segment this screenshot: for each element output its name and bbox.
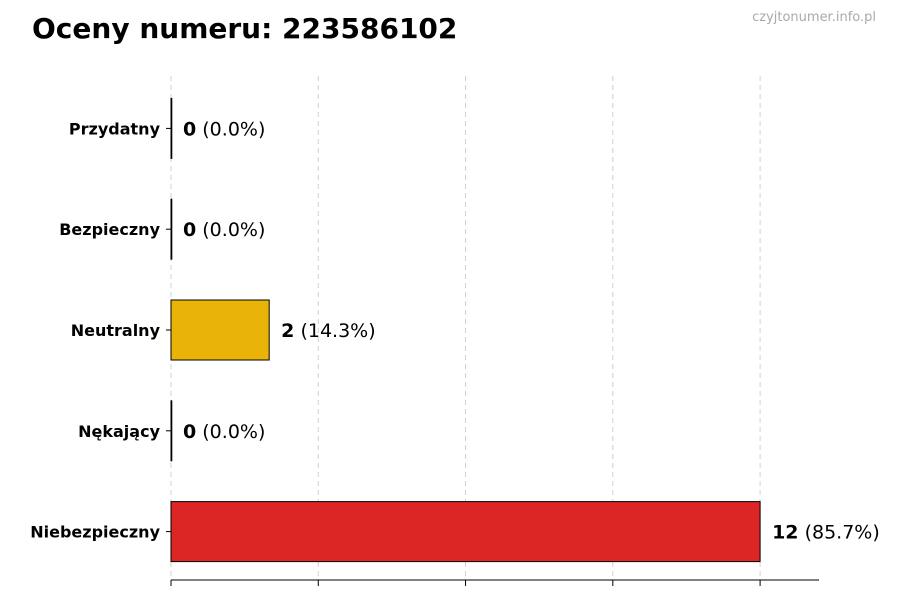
bar bbox=[170, 400, 173, 462]
y-tick-label: Bezpieczny bbox=[59, 220, 160, 239]
data-label-value: 0 bbox=[183, 421, 196, 443]
y-tick-label: Neutralny bbox=[71, 321, 161, 340]
data-label-percent: (0.0%) bbox=[196, 219, 265, 241]
data-label-percent: (85.7%) bbox=[799, 522, 880, 544]
y-tick-label: Niebezpieczny bbox=[30, 523, 160, 542]
data-label: 12 (85.7%) bbox=[772, 522, 880, 544]
data-label-value: 12 bbox=[772, 522, 798, 544]
data-label: 0 (0.0%) bbox=[183, 118, 265, 140]
bar bbox=[170, 501, 761, 563]
data-label-value: 0 bbox=[183, 219, 196, 241]
data-label-value: 2 bbox=[281, 320, 294, 342]
y-tick-label: Nękający bbox=[78, 422, 160, 441]
bar bbox=[170, 198, 173, 260]
data-label: 0 (0.0%) bbox=[183, 219, 265, 241]
y-tick-label: Przydatny bbox=[69, 119, 161, 138]
data-label: 2 (14.3%) bbox=[281, 320, 375, 342]
data-label: 0 (0.0%) bbox=[183, 421, 265, 443]
bar bbox=[170, 97, 173, 159]
data-label-percent: (14.3%) bbox=[294, 320, 375, 342]
bar bbox=[170, 299, 270, 361]
data-label-percent: (0.0%) bbox=[196, 421, 265, 443]
data-label-value: 0 bbox=[183, 118, 196, 140]
data-label-percent: (0.0%) bbox=[196, 118, 265, 140]
chart-title: Oceny numeru: 223586102 bbox=[32, 12, 458, 45]
watermark: czyjtonumer.info.pl bbox=[752, 10, 876, 25]
